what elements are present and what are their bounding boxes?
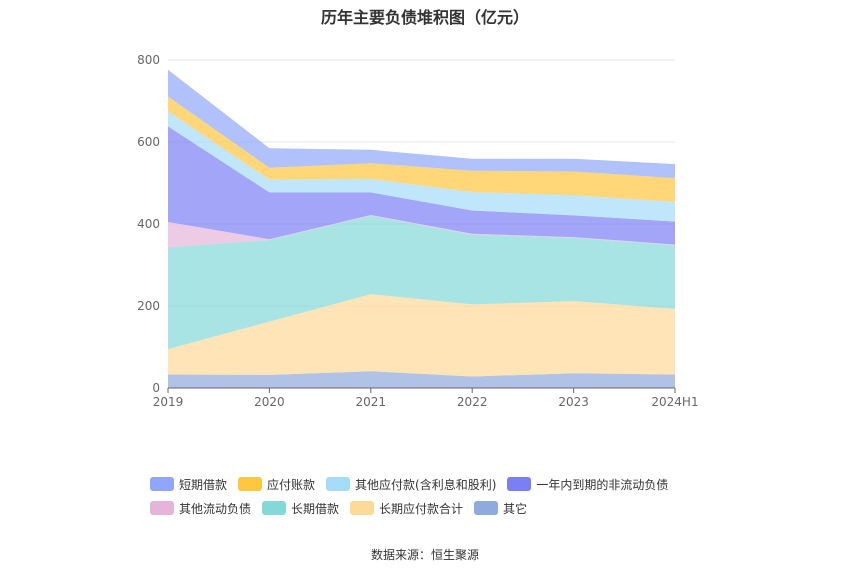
legend-swatch [326,477,351,491]
x-tick-label: 2023 [558,395,589,409]
area-series [168,69,675,388]
legend-item[interactable]: 长期应付款合计 [350,500,463,517]
legend-swatch [150,477,174,491]
y-tick-label: 200 [137,299,160,313]
area-series-5 [168,111,675,222]
legend-label: 长期借款 [291,501,340,516]
legend-item[interactable]: 其它 [474,500,527,517]
x-tick-label: 2024H1 [651,395,698,409]
legend-label: 一年内到期的非流动负债 [536,477,669,492]
area-series-7 [168,69,675,179]
legend-swatch [150,501,174,515]
legend-swatch [474,501,499,515]
legend-label: 应付账款 [267,477,316,492]
chart-title: 历年主要负债堆积图（亿元） [320,8,529,27]
legend-label: 其他应付款(含利息和股利) [355,477,497,492]
legend-label: 短期借款 [179,477,228,492]
legend-label: 长期应付款合计 [379,501,464,516]
axes: 0 200 400 600 800 2019 2020 2021 2022 2023 2024H1 [137,53,699,409]
legend-item[interactable]: 应付账款 [238,476,315,493]
legend-label: 其它 [503,501,528,516]
y-tick-label: 0 [152,381,160,395]
x-tick-label: 2022 [457,395,488,409]
y-tick-label: 800 [137,53,160,67]
area-series-2 [168,215,675,350]
legend-swatch [350,501,375,515]
source-note: 数据来源：恒生聚源 [370,548,479,562]
y-tick-label: 400 [137,217,160,231]
x-tick-label: 2019 [153,395,184,409]
area-series-0 [168,371,675,388]
legend-item[interactable]: 长期借款 [262,500,339,517]
area-series-1 [168,294,675,377]
legend: 短期借款 应付账款 其他应付款(含利息和股利) 一年内到期的非流动负债其他流动负债 长期… [150,472,710,520]
y-tick-label: 600 [137,135,160,149]
legend-swatch [262,501,287,515]
legend-swatch [238,477,263,491]
legend-row: 其他流动负债 长期借款 长期应付款合计 其它 [150,496,710,520]
legend-item[interactable]: 一年内到期的非流动负债 [507,476,668,493]
legend-row: 短期借款 应付账款 其他应付款(含利息和股利) 一年内到期的非流动负债 [150,472,710,496]
legend-item[interactable]: 其他应付款(含利息和股利) [326,476,496,493]
x-tick-label: 2021 [356,395,387,409]
area-series-6 [168,96,675,202]
area-series-4 [168,126,675,245]
legend-swatch [507,477,532,491]
x-tick-label: 2020 [254,395,285,409]
legend-label: 其他流动负债 [179,501,252,516]
legend-item[interactable]: 短期借款 [150,476,227,493]
legend-item[interactable]: 其他流动负债 [150,500,251,517]
